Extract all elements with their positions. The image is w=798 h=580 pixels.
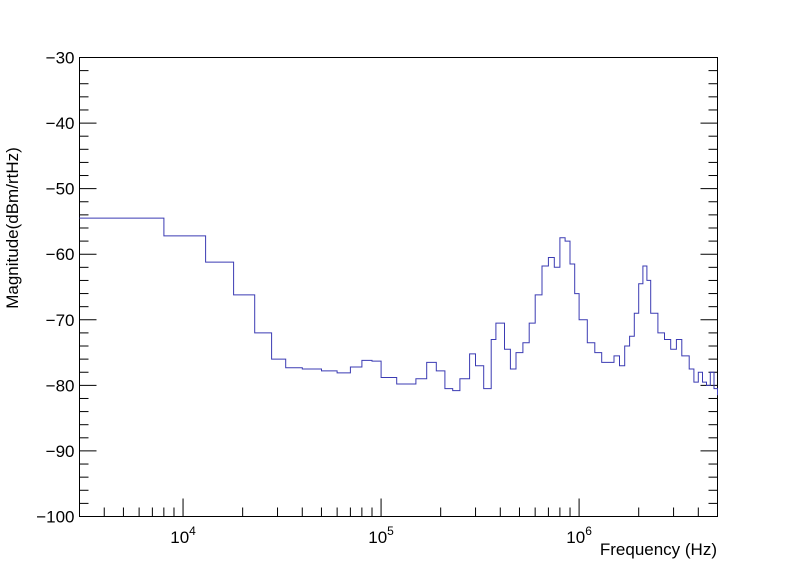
y-axis-ticks xyxy=(79,57,718,517)
y-tick-label: −80 xyxy=(46,376,75,395)
x-axis-tick-labels: 104 105 106 xyxy=(170,524,592,547)
x-tick-label: 104 xyxy=(170,524,196,547)
y-tick-label: −30 xyxy=(46,49,75,68)
y-tick-label: −60 xyxy=(46,245,75,264)
y-tick-label: −50 xyxy=(46,180,75,199)
y-tick-label: −70 xyxy=(46,311,75,330)
y-axis-title: Magnitude(dBm/rtHz) xyxy=(3,147,22,309)
x-axis-title: Frequency (Hz) xyxy=(600,540,717,559)
plot-frame xyxy=(79,57,718,517)
y-tick-label: −40 xyxy=(46,114,75,133)
y-tick-label: −90 xyxy=(46,442,75,461)
x-axis-ticks xyxy=(79,498,718,517)
y-axis-tick-labels: −100 −90 −80 −70 −60 −50 −40 −30 xyxy=(36,49,74,527)
series-line xyxy=(79,217,718,396)
x-tick-label: 105 xyxy=(368,524,394,547)
x-tick-label: 106 xyxy=(566,524,592,547)
y-tick-label: −100 xyxy=(36,508,74,527)
